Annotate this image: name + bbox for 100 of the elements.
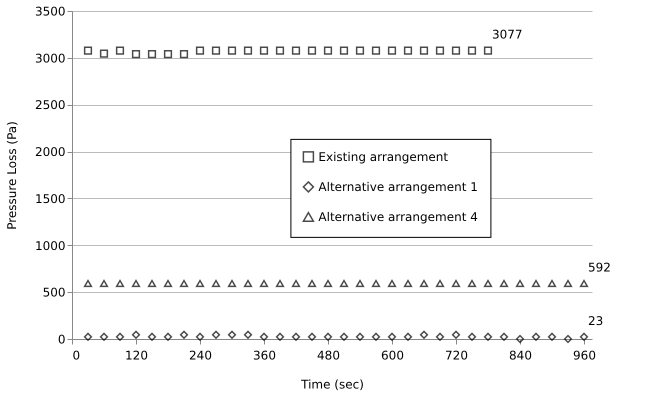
point [404,46,412,55]
legend-label: Alternative arrangement 1 [318,180,478,194]
point [308,280,316,288]
point [116,280,124,288]
x-tick-label: 960 [573,348,596,362]
point [100,50,108,58]
point [452,46,460,55]
point [484,46,492,55]
point [388,332,396,341]
point [148,332,156,341]
point [516,280,524,288]
point [164,332,172,341]
x-tick-label: 600 [381,348,404,362]
point [452,330,460,339]
point [548,280,556,288]
point [324,332,332,341]
point [228,46,236,55]
point [340,46,348,55]
point [468,280,476,288]
y-tick-label: 2000 [34,145,66,160]
point [212,330,220,339]
point [180,330,188,339]
point [164,280,172,288]
point [292,46,300,55]
point [148,280,156,288]
point [84,46,92,55]
point [436,46,444,55]
point [244,280,252,288]
y-tick-label: 1500 [34,192,66,206]
y-tick-label: 3000 [34,51,66,66]
point [292,280,300,288]
point [292,332,300,341]
point [356,46,364,55]
x-tick-label: 480 [317,348,340,362]
point [132,280,140,288]
point [324,46,332,55]
point [484,332,492,341]
point [548,332,556,341]
point [132,50,140,58]
point [100,280,108,288]
point [196,280,204,288]
point [308,332,316,341]
point [276,46,284,55]
point [532,332,540,341]
point [500,332,508,341]
y-tick-label: 1000 [34,238,66,253]
point [468,332,476,341]
point [260,280,268,288]
point [356,332,364,341]
point [372,280,380,288]
point [420,280,428,288]
point [116,332,124,341]
point [84,332,92,341]
point [260,46,268,55]
point [228,330,236,339]
data-label: 23 [588,314,604,328]
point [260,332,268,341]
x-tick-label: 720 [445,348,468,362]
x-axis-title: Time (sec) [300,378,364,392]
point [388,280,396,288]
point [436,332,444,341]
point [484,280,492,288]
point [452,280,460,288]
point [372,46,380,55]
point [404,332,412,341]
legend-label: Alternative arrangement 4 [318,210,478,224]
y-tick-label: 2500 [34,98,66,112]
point [340,280,348,288]
point [340,332,348,341]
point [228,280,236,288]
y-tick-label: 0 [58,332,66,346]
x-tick-label: 0 [72,348,80,362]
data-label: 3077 [492,28,523,42]
point [356,280,364,288]
point [276,332,284,341]
point [468,46,476,55]
legend-label: Existing arrangement [318,150,448,164]
x-tick-label: 840 [509,348,532,362]
point [180,50,188,58]
point [244,330,252,339]
point [324,280,332,288]
data-label: 592 [588,260,611,275]
point [100,332,108,341]
y-tick-label: 3500 [34,4,66,18]
point [180,280,188,288]
point [132,330,140,339]
point [308,46,316,55]
point [420,330,428,339]
point [404,280,412,288]
point [516,334,524,344]
point [164,50,172,58]
x-tick-label: 120 [125,348,148,362]
point [116,46,124,55]
point [580,332,588,341]
point [564,280,572,288]
point [580,280,588,288]
point [244,46,252,55]
x-tick-label: 360 [253,348,276,362]
point [212,280,220,288]
y-axis-title: Pressure Loss (Pa) [4,121,19,230]
